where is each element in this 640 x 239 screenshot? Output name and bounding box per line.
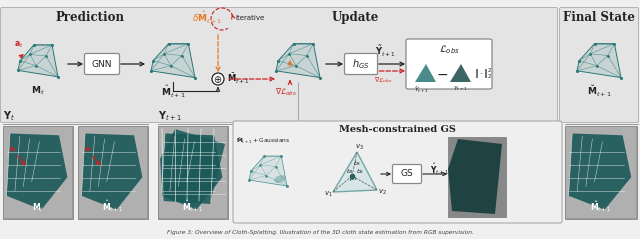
Text: GS: GS bbox=[401, 169, 413, 179]
FancyBboxPatch shape bbox=[158, 126, 228, 219]
FancyBboxPatch shape bbox=[233, 121, 562, 223]
Text: $\hat{\mathbf{M}}_{t+1}$: $\hat{\mathbf{M}}_{t+1}$ bbox=[182, 198, 204, 214]
FancyBboxPatch shape bbox=[565, 126, 637, 219]
FancyBboxPatch shape bbox=[406, 39, 492, 89]
Text: $b_1$: $b_1$ bbox=[346, 167, 355, 176]
FancyBboxPatch shape bbox=[1, 7, 557, 123]
Text: $\delta\hat{\mathbf{M}}_{t+1}$: $\delta\hat{\mathbf{M}}_{t+1}$ bbox=[192, 10, 222, 26]
Text: $\hat{Y}_{t+1}$: $\hat{Y}_{t+1}$ bbox=[414, 84, 429, 95]
Text: $\mathbf{M}_t$: $\mathbf{M}_t$ bbox=[31, 84, 45, 97]
Text: Prediction: Prediction bbox=[56, 11, 125, 24]
Text: Iterative: Iterative bbox=[235, 15, 264, 21]
FancyBboxPatch shape bbox=[79, 127, 147, 218]
Polygon shape bbox=[160, 129, 225, 204]
Text: $\oplus$: $\oplus$ bbox=[213, 74, 223, 85]
Polygon shape bbox=[151, 43, 195, 78]
Polygon shape bbox=[81, 133, 143, 210]
FancyBboxPatch shape bbox=[344, 54, 378, 75]
FancyBboxPatch shape bbox=[159, 127, 227, 218]
Text: $\mu_1$: $\mu_1$ bbox=[349, 175, 357, 183]
Text: $\hat{\mathbf{M}}_{t+1}$: $\hat{\mathbf{M}}_{t+1}$ bbox=[161, 84, 186, 100]
FancyBboxPatch shape bbox=[448, 137, 506, 217]
FancyBboxPatch shape bbox=[392, 164, 422, 184]
Text: $h_{GS}$: $h_{GS}$ bbox=[352, 57, 370, 71]
FancyBboxPatch shape bbox=[566, 127, 636, 218]
Polygon shape bbox=[415, 64, 436, 82]
Polygon shape bbox=[450, 64, 471, 82]
Ellipse shape bbox=[274, 175, 286, 183]
FancyBboxPatch shape bbox=[3, 126, 73, 219]
Text: $\mathcal{L}_{obs}$: $\mathcal{L}_{obs}$ bbox=[438, 43, 460, 56]
Text: $-$: $-$ bbox=[436, 67, 448, 81]
Polygon shape bbox=[333, 152, 377, 192]
Polygon shape bbox=[6, 133, 67, 210]
Text: GNN: GNN bbox=[92, 60, 112, 69]
Text: $b_2$: $b_2$ bbox=[356, 167, 364, 176]
Text: $\mathbf{Y}_t$: $\mathbf{Y}_t$ bbox=[3, 109, 15, 123]
Polygon shape bbox=[18, 45, 58, 77]
FancyBboxPatch shape bbox=[78, 126, 148, 219]
Circle shape bbox=[212, 73, 224, 85]
Text: $\hat{\mathbf{M}}_{t+1}+$Gaussians: $\hat{\mathbf{M}}_{t+1}+$Gaussians bbox=[236, 135, 290, 146]
Text: Update: Update bbox=[332, 11, 379, 24]
Text: $v_2$: $v_2$ bbox=[378, 188, 387, 197]
Text: $\breve{\mathbf{M}}_{t+1}$: $\breve{\mathbf{M}}_{t+1}$ bbox=[587, 84, 611, 99]
Text: $\breve{\mathbf{M}}_{t+1}$: $\breve{\mathbf{M}}_{t+1}$ bbox=[591, 199, 612, 214]
Text: $\nabla\mathcal{L}_{obs}$: $\nabla\mathcal{L}_{obs}$ bbox=[374, 75, 392, 85]
Text: $\mathbf{a}_t$: $\mathbf{a}_t$ bbox=[8, 146, 17, 155]
Polygon shape bbox=[577, 43, 621, 78]
Text: $\mathbf{Y}_{t+1}$: $\mathbf{Y}_{t+1}$ bbox=[158, 109, 182, 123]
Polygon shape bbox=[276, 43, 320, 78]
Text: $\mathbf{M}_t$: $\mathbf{M}_t$ bbox=[32, 201, 44, 214]
Text: $\mathbf{a}_t$: $\mathbf{a}_t$ bbox=[14, 39, 24, 50]
Text: $\nabla\mathcal{L}_{obs}$: $\nabla\mathcal{L}_{obs}$ bbox=[275, 86, 297, 98]
Polygon shape bbox=[448, 139, 502, 214]
FancyBboxPatch shape bbox=[4, 127, 72, 218]
Polygon shape bbox=[568, 133, 631, 210]
Text: $\mathbf{a}_t$: $\mathbf{a}_t$ bbox=[84, 146, 92, 155]
Polygon shape bbox=[161, 133, 223, 210]
Text: Final State: Final State bbox=[563, 11, 635, 24]
Text: $\hat{\mathbf{M}}_{t+1}$: $\hat{\mathbf{M}}_{t+1}$ bbox=[102, 198, 124, 214]
FancyBboxPatch shape bbox=[559, 7, 639, 123]
Text: Mesh-constrained GS: Mesh-constrained GS bbox=[339, 125, 456, 134]
Text: $\bar{\mathbf{M}}_{t+1}$: $\bar{\mathbf{M}}_{t+1}$ bbox=[227, 72, 250, 86]
FancyBboxPatch shape bbox=[84, 54, 120, 75]
Text: Figure 3: Overview of Cloth-Splatting. Illustration of the 3D cloth state estima: Figure 3: Overview of Cloth-Splatting. I… bbox=[166, 230, 474, 235]
Text: $\hat{\mathbf{Y}}_{t+1}$: $\hat{\mathbf{Y}}_{t+1}$ bbox=[430, 161, 449, 177]
Text: $b_3$: $b_3$ bbox=[353, 159, 362, 168]
Text: $\|\cdot\|_2^2$: $\|\cdot\|_2^2$ bbox=[474, 66, 492, 81]
Text: $\tilde{\mathbf{Y}}_{t+1}$: $\tilde{\mathbf{Y}}_{t+1}$ bbox=[374, 44, 396, 59]
Text: $v_3$: $v_3$ bbox=[355, 143, 364, 152]
Text: $v_1$: $v_1$ bbox=[324, 190, 332, 199]
Polygon shape bbox=[249, 156, 287, 186]
Text: $Y_{t+1}$: $Y_{t+1}$ bbox=[453, 84, 468, 93]
